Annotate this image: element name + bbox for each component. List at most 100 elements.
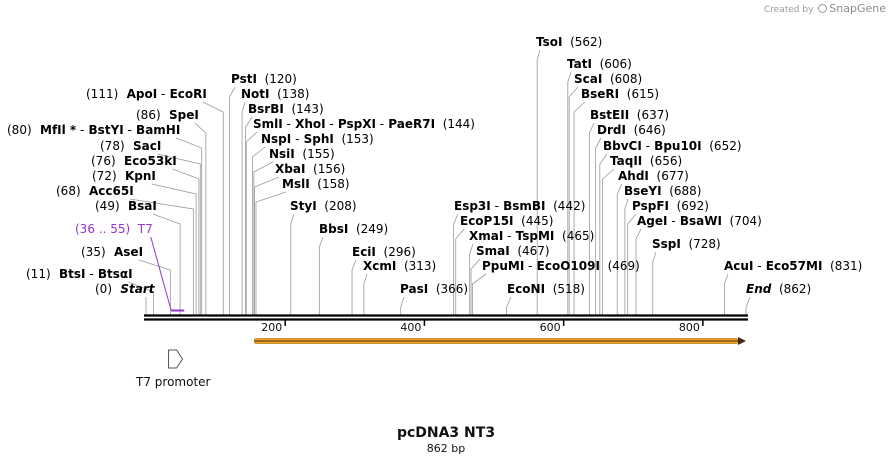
site-name: End [746,282,772,296]
site-label-acc65i: (68) Acc65I [56,184,134,198]
leader-line [724,273,729,316]
site-label-xmai-tspmi: XmaI - TspMI (465) [469,229,594,243]
site-position: (36 .. 55) [75,222,130,236]
site-name: SspI [652,237,681,251]
site-position: (158) [310,177,350,191]
site-label-bbvci-bpu10i: BbvCI - Bpu10I (652) [603,139,742,153]
leader-line [241,101,246,316]
site-position: (72) [92,169,117,183]
feature-layer [168,309,746,369]
site-name: SmlI [253,117,283,131]
site-separator: - [491,199,499,213]
site-name: T7 [130,222,153,236]
site-label-bseri: BseRI (615) [581,87,659,101]
site-name: KpnI [117,169,156,183]
leader-line [627,213,637,316]
site-position: (143) [284,102,324,116]
site-name: EcoRI [165,87,206,101]
ruler-label-400: 400 [400,321,421,334]
site-label-noti: NotI (138) [241,87,309,101]
site-name: EcoP15I [460,214,514,228]
map-length: 862 bp [426,442,466,455]
site-name: NotI [241,87,270,101]
site-position: (138) [270,87,310,101]
site-name: BstYI [84,123,123,137]
site-label-msli: MslI (158) [282,177,350,191]
site-position: (120) [257,72,297,86]
site-separator: - [667,214,675,228]
site-leader-lines [128,49,751,316]
site-position: (677) [649,169,689,183]
site-position: (313) [396,259,436,273]
site-label-bseyi: BseYI (688) [624,184,702,198]
site-label-ppumi-ecoo109i: PpuMI - EcoO109I (469) [482,259,640,273]
site-label-pasi: PasI (366) [400,282,468,296]
site-name: EcoNI [507,282,545,296]
site-position: (688) [662,184,702,198]
leader-line [129,198,194,316]
site-name: BsmBI [499,199,546,213]
site-label-tsoi: TsoI (562) [536,35,602,49]
site-label-t7: (36 .. 55) T7 [75,222,153,236]
site-label-nspi-sphi: NspI - SphI (153) [261,132,374,146]
site-name: XcmI [363,259,396,273]
ruler-label-800: 800 [679,321,700,334]
snapgene-credit: Created by SnapGene [764,2,886,15]
leader-line [255,191,287,316]
site-name: PspFI [632,199,669,213]
leader-line [151,183,197,316]
site-name: TspMI [511,229,554,243]
site-name: Eco53kI [116,154,177,168]
ruler-label-200: 200 [261,321,282,334]
site-name: BbsI [319,222,348,236]
snapgene-logo-icon [818,4,828,13]
site-position: (831) [822,259,862,273]
site-separator: - [157,87,165,101]
site-position: (78) [100,139,125,153]
leader-line [635,228,642,316]
site-label-saci: (78) SacI [100,139,161,153]
leader-line [455,228,465,316]
site-name: ApoI [118,87,157,101]
site-separator: - [376,117,384,131]
site-position: (76) [91,154,116,168]
site-name: MfIl * [32,123,77,137]
site-position: (518) [545,282,585,296]
t7-promoter-arrow-icon [168,349,184,369]
site-label-ecii: EciI (296) [352,245,416,259]
site-position: (442) [546,199,586,213]
leader-line [745,296,751,316]
site-name: XbaI [275,162,305,176]
site-label-ecop15i: EcoP15I (445) [460,214,553,228]
site-label-bsteii: BstEII (637) [590,108,669,122]
site-name: BamHI [132,123,180,137]
leader-line [363,273,368,316]
t7-promoter-label: T7 promoter [136,375,211,389]
site-name: BsaI [120,199,157,213]
site-position: (862) [771,282,811,296]
site-name: TsoI [536,35,562,49]
leader-line [254,176,280,316]
site-name: MslI [282,177,310,191]
site-name: NspI [261,132,291,146]
leader-line [616,183,623,316]
site-label-smli-xhoi-pspxi-paer7i: SmlI - XhoI - PspXI - PaeR7I (144) [253,117,475,131]
site-separator: - [124,123,132,137]
site-name: BtsαI [94,267,133,281]
site-position: (11) [26,267,51,281]
site-labels: (0) Start(11) BtsI - BtsαI(35) AseI(36 .… [7,35,862,296]
leader-line [202,101,224,316]
site-label-mfil-bstyi-bamhi: (80) MfIl * - BstYI - BamHI [7,123,180,137]
site-label-end: End (862) [746,282,811,296]
site-separator: - [753,259,761,273]
site-position: (80) [7,123,32,137]
site-position: (637) [629,108,669,122]
site-position: (656) [642,154,682,168]
leader-line [599,153,608,316]
site-name: XhoI [291,117,326,131]
leader-line [588,122,595,316]
site-name: EcoO109I [533,259,600,273]
site-label-xcmi: XcmI (313) [363,259,436,273]
site-separator: - [76,123,84,137]
